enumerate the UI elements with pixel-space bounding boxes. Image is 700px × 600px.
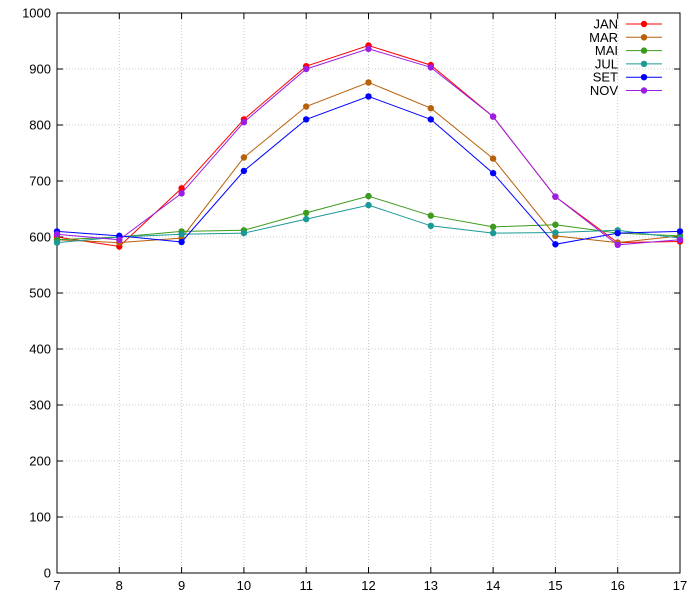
legend-item-set: SET xyxy=(593,70,662,85)
data-point xyxy=(178,231,185,238)
x-tick-label: 17 xyxy=(673,578,687,593)
legend-marker xyxy=(640,34,648,41)
series-set xyxy=(53,93,684,248)
legend-marker xyxy=(640,47,648,54)
legend-item-mar: MAR xyxy=(589,30,662,45)
data-point xyxy=(427,222,434,229)
y-tick-label: 0 xyxy=(44,566,51,581)
data-point xyxy=(365,201,372,209)
data-point xyxy=(303,215,310,223)
y-tick-label: 200 xyxy=(29,454,51,469)
legend-item-nov: NOV xyxy=(590,83,662,98)
data-point xyxy=(427,212,434,219)
legend-label: NOV xyxy=(590,83,619,98)
legend-item-mai: MAI xyxy=(595,43,662,58)
data-point xyxy=(178,190,185,197)
data-point xyxy=(676,236,684,243)
data-point xyxy=(676,228,684,235)
data-point xyxy=(240,229,248,237)
x-tick-label: 14 xyxy=(486,578,500,593)
data-point xyxy=(552,221,559,228)
legend-marker xyxy=(640,87,648,94)
data-point xyxy=(489,169,497,177)
legend-item-jul: JUL xyxy=(595,56,662,71)
legend-marker xyxy=(640,20,648,28)
legend-item-jan: JAN xyxy=(593,17,662,32)
y-tick-label: 800 xyxy=(29,118,51,133)
legend-marker xyxy=(640,74,648,81)
data-point xyxy=(240,154,248,161)
data-point xyxy=(489,113,497,120)
data-point xyxy=(365,45,372,53)
x-tick-label: 13 xyxy=(424,578,438,593)
y-tick-label: 500 xyxy=(29,286,51,301)
y-tick-label: 100 xyxy=(29,510,51,525)
y-tick-label: 400 xyxy=(29,342,51,357)
data-point xyxy=(614,241,621,249)
data-point xyxy=(552,241,559,248)
data-point xyxy=(116,236,123,243)
data-point xyxy=(240,119,248,126)
data-point xyxy=(303,116,310,123)
data-point xyxy=(365,192,372,200)
data-point xyxy=(489,229,497,237)
legend-label: MAR xyxy=(589,30,618,45)
y-tick-label: 300 xyxy=(29,398,51,413)
data-point xyxy=(365,93,372,100)
data-point xyxy=(178,238,185,246)
series-nov xyxy=(53,45,684,249)
x-tick-label: 10 xyxy=(237,578,251,593)
plot-frame xyxy=(56,12,681,574)
y-tick-label: 900 xyxy=(29,62,51,77)
data-point xyxy=(303,209,310,217)
legend-label: JAN xyxy=(593,17,618,32)
data-point xyxy=(178,185,185,192)
data-point xyxy=(427,64,434,71)
series-layer xyxy=(53,42,684,250)
y-tick-label: 1000 xyxy=(22,6,51,21)
data-point xyxy=(365,79,372,86)
y-tick-label: 700 xyxy=(29,174,51,189)
data-point xyxy=(489,155,497,162)
data-point xyxy=(489,223,497,231)
x-tick-label: 15 xyxy=(548,578,562,593)
data-point xyxy=(53,231,61,238)
x-tick-label: 16 xyxy=(610,578,624,593)
data-point xyxy=(303,65,310,73)
x-tick-label: 12 xyxy=(361,578,375,593)
data-point xyxy=(614,229,621,237)
data-point xyxy=(240,167,248,175)
data-point xyxy=(427,116,434,123)
x-tick-label: 11 xyxy=(299,578,313,593)
data-point xyxy=(53,239,61,246)
legend-label: JUL xyxy=(595,56,618,71)
x-tick-label: 8 xyxy=(116,578,123,593)
y-tick-label: 600 xyxy=(29,230,51,245)
series-line xyxy=(56,48,681,246)
x-tick-label: 9 xyxy=(178,578,185,593)
legend-marker xyxy=(640,60,648,68)
axis-layer: 0 100 200 300 400 500 600 700 800 900 1000 7 8 9 10 11 1… xyxy=(22,6,687,594)
x-tick-label: 7 xyxy=(53,578,60,593)
data-point xyxy=(552,229,559,236)
legend-label: MAI xyxy=(595,43,618,58)
legend-label: SET xyxy=(593,70,618,85)
data-point xyxy=(552,193,559,200)
data-point xyxy=(427,105,434,112)
data-point xyxy=(303,103,310,110)
